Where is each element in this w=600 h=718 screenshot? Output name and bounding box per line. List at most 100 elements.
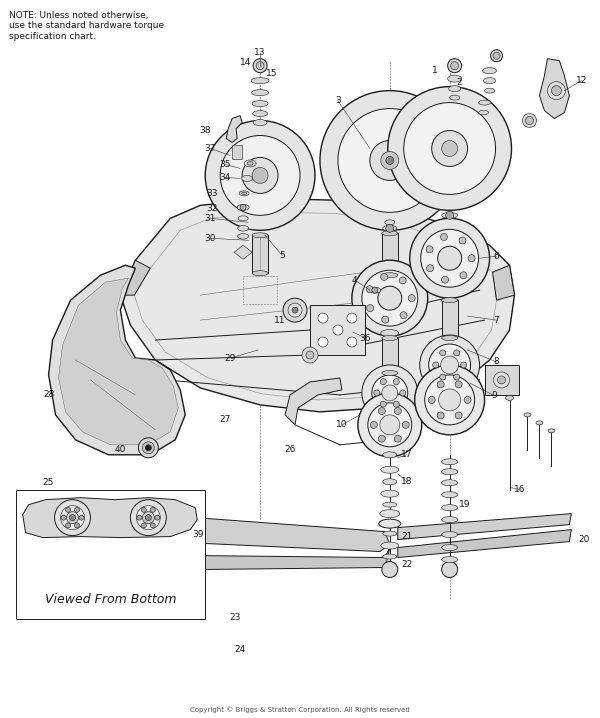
Text: 16: 16 <box>514 485 525 494</box>
Circle shape <box>372 287 378 293</box>
Circle shape <box>455 381 462 388</box>
Circle shape <box>427 265 434 271</box>
Circle shape <box>393 378 399 385</box>
Circle shape <box>400 390 406 396</box>
Circle shape <box>547 82 565 100</box>
Ellipse shape <box>383 531 397 536</box>
Circle shape <box>380 274 388 281</box>
Ellipse shape <box>251 78 269 83</box>
Circle shape <box>399 277 406 284</box>
Circle shape <box>551 85 562 95</box>
Circle shape <box>380 378 386 385</box>
Polygon shape <box>185 548 390 569</box>
Text: Copyright © Briggs & Stratton Corporation. All Rights reserved: Copyright © Briggs & Stratton Corporatio… <box>190 706 410 712</box>
Ellipse shape <box>442 531 458 538</box>
Circle shape <box>374 390 380 396</box>
Circle shape <box>362 270 418 326</box>
Circle shape <box>494 372 509 388</box>
Circle shape <box>394 435 401 442</box>
Text: 10: 10 <box>336 420 347 429</box>
Ellipse shape <box>253 111 268 116</box>
Text: 7: 7 <box>494 316 499 325</box>
Circle shape <box>352 260 428 336</box>
Circle shape <box>404 103 496 195</box>
Bar <box>232 146 242 159</box>
Ellipse shape <box>442 335 458 340</box>
Text: 4: 4 <box>352 276 358 284</box>
Ellipse shape <box>252 271 268 276</box>
Circle shape <box>493 52 500 59</box>
Ellipse shape <box>442 459 458 465</box>
Text: 6: 6 <box>494 252 499 261</box>
Circle shape <box>400 312 407 319</box>
Polygon shape <box>285 378 342 425</box>
Ellipse shape <box>442 544 458 551</box>
Text: 14: 14 <box>241 58 252 67</box>
Polygon shape <box>23 498 197 538</box>
Circle shape <box>382 385 398 401</box>
Circle shape <box>454 374 460 380</box>
Circle shape <box>440 350 446 356</box>
Circle shape <box>338 108 442 213</box>
Text: 23: 23 <box>229 613 241 622</box>
Ellipse shape <box>383 479 397 485</box>
Circle shape <box>151 508 155 513</box>
Text: 2: 2 <box>457 78 463 87</box>
Ellipse shape <box>442 492 458 498</box>
Circle shape <box>136 505 160 530</box>
Ellipse shape <box>237 205 249 210</box>
Circle shape <box>320 90 460 230</box>
Polygon shape <box>398 513 571 540</box>
Circle shape <box>442 141 458 157</box>
Circle shape <box>461 362 467 368</box>
Text: 24: 24 <box>235 645 246 654</box>
Ellipse shape <box>381 542 399 549</box>
Ellipse shape <box>382 370 398 376</box>
Circle shape <box>428 396 435 404</box>
Circle shape <box>74 523 80 528</box>
Circle shape <box>367 304 374 312</box>
Text: 21: 21 <box>401 532 412 541</box>
Ellipse shape <box>238 233 248 239</box>
Ellipse shape <box>485 88 494 93</box>
Ellipse shape <box>484 78 496 83</box>
Circle shape <box>429 344 470 386</box>
Circle shape <box>523 113 536 128</box>
Bar <box>382 233 398 275</box>
Circle shape <box>464 396 471 404</box>
Ellipse shape <box>253 120 267 126</box>
Circle shape <box>306 351 314 359</box>
Ellipse shape <box>449 95 460 100</box>
Circle shape <box>358 393 422 457</box>
Bar <box>16 490 205 620</box>
Text: Viewed From Bottom: Viewed From Bottom <box>44 593 176 606</box>
Ellipse shape <box>536 421 543 425</box>
Ellipse shape <box>382 273 398 278</box>
Circle shape <box>333 325 343 335</box>
Bar <box>485 365 520 395</box>
Polygon shape <box>539 59 569 118</box>
Circle shape <box>67 512 79 523</box>
Ellipse shape <box>369 287 381 293</box>
Circle shape <box>370 421 377 429</box>
Circle shape <box>526 116 533 124</box>
Circle shape <box>402 421 409 429</box>
Text: 19: 19 <box>459 500 470 509</box>
Circle shape <box>415 365 485 435</box>
Text: 38: 38 <box>199 126 211 135</box>
Circle shape <box>437 381 444 388</box>
Circle shape <box>437 246 461 270</box>
Ellipse shape <box>383 502 397 507</box>
Circle shape <box>318 313 328 323</box>
Polygon shape <box>59 278 178 444</box>
Circle shape <box>155 515 160 520</box>
Circle shape <box>252 167 268 183</box>
Circle shape <box>394 408 401 414</box>
Circle shape <box>426 246 433 253</box>
Circle shape <box>370 141 410 180</box>
Bar <box>243 276 277 304</box>
Text: 28: 28 <box>43 391 54 399</box>
Ellipse shape <box>385 220 395 225</box>
Text: 18: 18 <box>401 477 413 486</box>
Bar <box>442 300 458 338</box>
